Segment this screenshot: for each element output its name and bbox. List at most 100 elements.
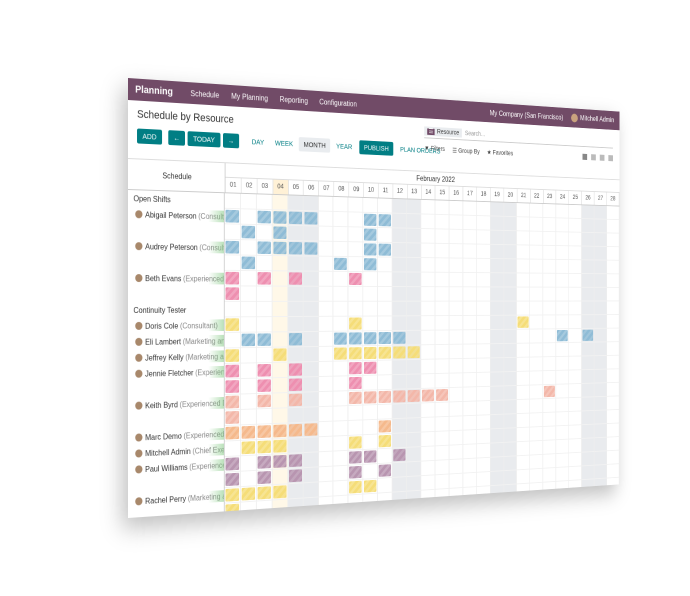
cell[interactable] [556,398,569,412]
cell[interactable] [435,474,449,489]
cell[interactable] [477,316,491,330]
cell[interactable] [556,426,569,440]
shift[interactable] [422,389,434,401]
shift[interactable] [349,332,361,344]
cell[interactable] [435,287,449,301]
cell[interactable] [477,472,491,487]
cell[interactable] [517,287,530,301]
cell[interactable] [477,429,491,444]
cell[interactable] [334,436,349,452]
cell[interactable] [594,233,606,247]
cell[interactable] [543,274,556,288]
cell[interactable] [504,245,517,259]
shift[interactable] [379,347,391,359]
cell[interactable] [303,452,318,468]
cell[interactable] [272,408,288,424]
cell[interactable] [530,441,543,456]
cell[interactable] [288,468,303,484]
cell[interactable] [288,377,303,393]
cell[interactable] [241,363,257,379]
cell[interactable] [504,217,517,231]
cell[interactable] [349,450,364,466]
cell[interactable] [378,257,393,272]
cell[interactable] [334,421,349,437]
cell[interactable] [517,245,530,259]
cell[interactable] [421,388,435,403]
shift[interactable] [304,423,317,436]
shift[interactable] [289,454,302,467]
cell[interactable] [421,461,435,476]
cell[interactable] [378,493,393,509]
shift[interactable] [257,471,270,484]
cell[interactable] [421,229,435,244]
cell[interactable] [272,287,288,302]
cell[interactable] [463,444,477,459]
cell[interactable] [582,329,595,343]
cell[interactable] [407,374,421,389]
cell[interactable] [241,502,257,518]
cell[interactable] [407,302,421,317]
cell[interactable] [303,241,318,256]
cell[interactable] [490,400,503,415]
cell[interactable] [363,331,378,346]
cell[interactable] [517,469,530,484]
cell[interactable] [582,315,595,329]
cell[interactable] [378,228,393,243]
cell[interactable] [257,394,273,410]
cell[interactable] [569,288,582,302]
cell[interactable] [257,500,273,516]
cell[interactable] [225,286,241,302]
cell[interactable] [272,347,288,363]
cell[interactable] [421,214,435,229]
cell[interactable] [530,232,543,246]
cell[interactable] [463,244,477,259]
cell[interactable] [303,467,318,483]
cell[interactable] [288,211,303,227]
cell[interactable] [378,198,393,213]
cell[interactable] [319,481,334,497]
cell[interactable] [225,472,241,488]
shift[interactable] [349,392,361,404]
cell[interactable] [463,430,477,445]
cell[interactable] [319,332,334,347]
cell[interactable] [241,317,257,333]
cell[interactable] [241,379,257,395]
cell[interactable] [225,193,241,209]
cell[interactable] [407,418,421,433]
cell[interactable] [393,360,407,375]
cell[interactable] [530,455,543,470]
cell[interactable] [569,246,582,260]
cell[interactable] [272,484,288,500]
cell[interactable] [556,218,569,232]
cell[interactable] [363,434,378,450]
cell[interactable] [363,213,378,228]
cell[interactable] [463,458,477,473]
cell[interactable] [543,232,556,246]
cell[interactable] [463,487,477,502]
cell[interactable] [517,483,530,498]
cell[interactable] [349,435,364,451]
cell[interactable] [582,438,595,452]
cell[interactable] [490,429,503,444]
cell[interactable] [257,225,273,241]
company[interactable]: My Company (San Francisco) [490,109,564,122]
cell[interactable] [303,317,318,332]
cell[interactable] [349,406,364,421]
cell[interactable] [607,206,619,220]
cell[interactable] [517,357,530,371]
cell[interactable] [378,390,393,405]
cell[interactable] [477,387,491,402]
cell[interactable] [257,240,273,256]
cell[interactable] [569,343,582,357]
shift[interactable] [393,332,405,344]
facet[interactable]: ☰ Resource [424,126,462,137]
cell[interactable] [378,463,393,479]
cell[interactable] [463,287,477,301]
shift[interactable] [289,469,302,482]
cell[interactable] [543,482,556,497]
cell[interactable] [349,361,364,376]
cell[interactable] [607,464,619,478]
cell[interactable] [517,259,530,273]
shift[interactable] [334,347,347,359]
cell[interactable] [407,258,421,273]
